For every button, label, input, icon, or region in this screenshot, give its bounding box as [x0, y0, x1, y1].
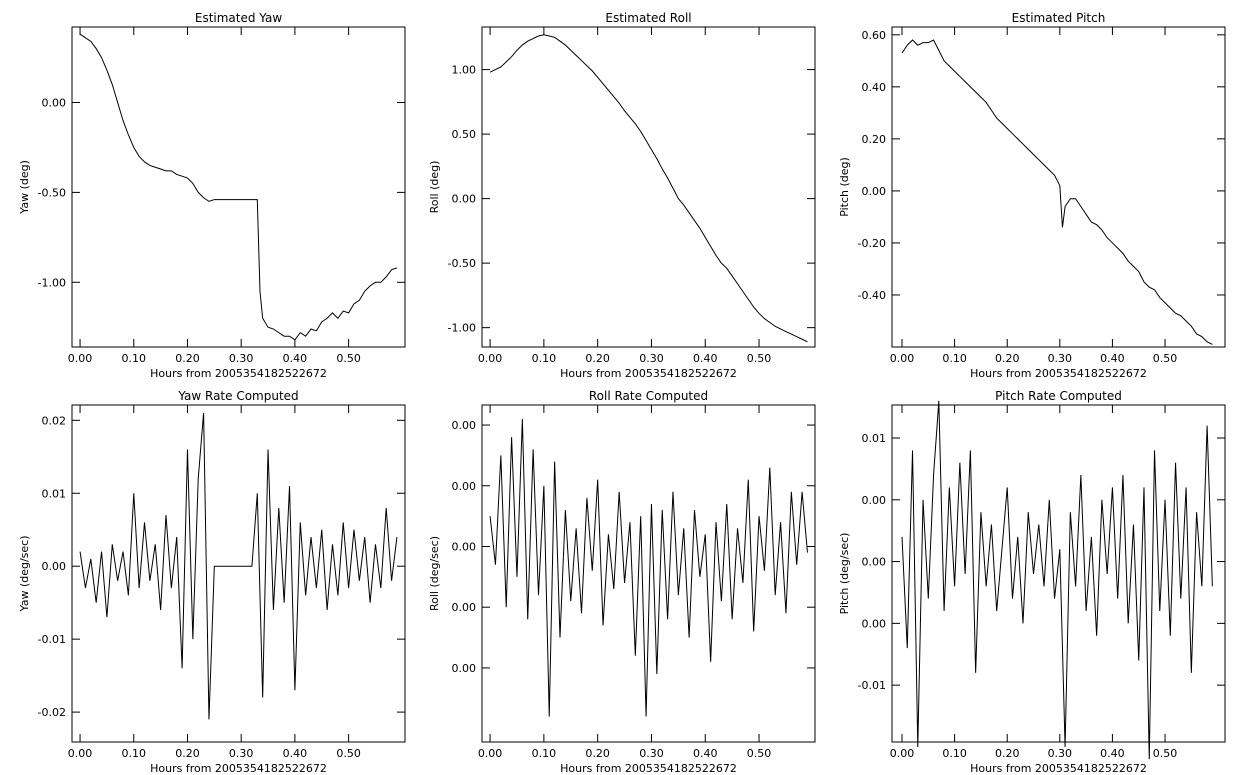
y-tick-label: 0.00: [452, 540, 477, 553]
plot-frame: [891, 26, 1226, 348]
y-tick-label: -0.50: [448, 257, 476, 270]
x-tick-label: 0.20: [585, 352, 610, 365]
y-tick-label: -0.01: [858, 679, 886, 692]
chart-title: Estimated Yaw: [195, 11, 282, 25]
x-tick-label: 0.20: [995, 352, 1020, 365]
y-tick-label: 0.00: [42, 97, 67, 110]
x-tick-label: 0.00: [478, 747, 503, 760]
y-tick-label: 0.02: [42, 414, 67, 427]
y-tick-label: -0.40: [858, 289, 886, 302]
x-tick-label: 0.50: [336, 352, 361, 365]
y-tick-label: 0.00: [862, 556, 887, 569]
x-tick-label: 0.30: [1048, 352, 1073, 365]
x-tick-label: 0.40: [283, 747, 308, 760]
x-axis-label: Hours from 2005354182522672: [150, 367, 327, 380]
x-tick-label: 0.10: [122, 747, 147, 760]
plot-frame: [481, 404, 816, 743]
x-tick-label: 0.30: [229, 747, 254, 760]
chart-title: Yaw Rate Computed: [177, 389, 298, 403]
data-line: [489, 34, 808, 343]
data-line: [901, 400, 1213, 760]
x-tick-label: 0.00: [890, 352, 915, 365]
x-tick-label: 0.10: [942, 747, 967, 760]
data-line: [79, 412, 398, 720]
chart-title: Estimated Roll: [605, 11, 691, 25]
x-tick-label: 0.40: [1100, 747, 1125, 760]
y-axis-label: Yaw (deg): [18, 160, 31, 215]
y-axis-label: Roll (deg): [428, 161, 441, 214]
x-axis-label: Hours from 2005354182522672: [970, 762, 1147, 775]
x-tick-label: 0.10: [942, 352, 967, 365]
chart-title: Estimated Pitch: [1012, 11, 1106, 25]
x-tick-label: 0.30: [639, 352, 664, 365]
x-tick-label: 0.50: [747, 352, 772, 365]
x-tick-label: 0.50: [1153, 747, 1178, 760]
x-tick-label: 0.00: [68, 352, 93, 365]
x-tick-label: 0.20: [585, 747, 610, 760]
x-tick-label: 0.30: [229, 352, 254, 365]
y-tick-label: 0.00: [862, 617, 887, 630]
x-tick-label: 0.10: [532, 747, 557, 760]
x-tick-label: 0.00: [68, 747, 93, 760]
y-tick-label: 0.50: [452, 128, 477, 141]
x-tick-label: 0.50: [336, 747, 361, 760]
y-axis-label: Yaw (deg/sec): [18, 535, 31, 612]
plot-frame: [481, 26, 816, 348]
x-axis-label: Hours from 2005354182522672: [560, 762, 737, 775]
x-tick-label: 0.30: [639, 747, 664, 760]
x-tick-label: 0.00: [478, 352, 503, 365]
plot-frame: [71, 26, 406, 348]
y-tick-label: 0.00: [452, 662, 477, 675]
x-tick-label: 0.40: [283, 352, 308, 365]
x-tick-label: 0.10: [122, 352, 147, 365]
x-tick-label: 0.40: [693, 747, 718, 760]
y-tick-label: -0.01: [38, 633, 66, 646]
y-tick-label: -1.00: [448, 322, 476, 335]
y-tick-label: 0.20: [862, 133, 887, 146]
chart-title: Pitch Rate Computed: [995, 389, 1122, 403]
y-axis-label: Pitch (deg/sec): [838, 533, 851, 615]
plot-frame: [71, 404, 406, 743]
y-axis-label: Roll (deg/sec): [428, 536, 441, 611]
data-line: [79, 33, 398, 341]
x-tick-label: 0.30: [1048, 747, 1073, 760]
x-axis-label: Hours from 2005354182522672: [560, 367, 737, 380]
y-tick-label: 0.00: [452, 480, 477, 493]
y-tick-label: 0.00: [862, 185, 887, 198]
x-tick-label: 0.20: [175, 747, 200, 760]
x-tick-label: 0.50: [1153, 352, 1178, 365]
data-line: [901, 39, 1213, 345]
y-tick-label: 0.00: [452, 601, 477, 614]
y-tick-label: -0.20: [858, 237, 886, 250]
y-tick-label: 0.00: [452, 419, 477, 432]
y-tick-label: 0.00: [862, 494, 887, 507]
y-tick-label: 0.00: [42, 560, 67, 573]
y-tick-label: 0.00: [452, 193, 477, 206]
y-tick-label: -0.50: [38, 186, 66, 199]
y-tick-label: -1.00: [38, 276, 66, 289]
y-tick-label: 0.01: [862, 432, 887, 445]
x-tick-label: 0.20: [995, 747, 1020, 760]
y-tick-label: -0.02: [38, 706, 66, 719]
y-tick-label: 0.60: [862, 29, 887, 42]
x-tick-label: 0.00: [890, 747, 915, 760]
y-axis-label: Pitch (deg): [838, 157, 851, 217]
x-tick-label: 0.20: [175, 352, 200, 365]
x-tick-label: 0.40: [693, 352, 718, 365]
x-tick-label: 0.50: [747, 747, 772, 760]
chart-title: Roll Rate Computed: [589, 389, 708, 403]
x-tick-label: 0.10: [532, 352, 557, 365]
y-tick-label: 1.00: [452, 64, 477, 77]
y-tick-label: 0.01: [42, 487, 67, 500]
y-tick-label: 0.40: [862, 81, 887, 94]
x-tick-label: 0.40: [1100, 352, 1125, 365]
x-axis-label: Hours from 2005354182522672: [970, 367, 1147, 380]
x-axis-label: Hours from 2005354182522672: [150, 762, 327, 775]
plot-frame: [891, 404, 1226, 743]
data-line: [489, 418, 808, 717]
